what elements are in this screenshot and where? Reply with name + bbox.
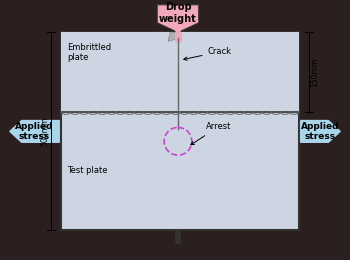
Text: Embrittled
plate: Embrittled plate: [67, 43, 111, 62]
Text: Applied
stress: Applied stress: [301, 122, 340, 141]
Text: Applied
stress: Applied stress: [15, 122, 54, 141]
Polygon shape: [157, 5, 199, 32]
Bar: [61, 32, 299, 112]
FancyArrow shape: [301, 121, 340, 142]
Text: Test plate: Test plate: [67, 166, 108, 176]
FancyArrow shape: [10, 121, 59, 142]
Text: 500mm: 500mm: [40, 117, 49, 146]
Text: Drop
weight: Drop weight: [159, 2, 197, 24]
Text: Crack: Crack: [184, 47, 232, 60]
Text: Arrest: Arrest: [191, 122, 231, 145]
Bar: [61, 32, 299, 230]
Text: 150mm: 150mm: [310, 57, 320, 87]
Polygon shape: [168, 32, 178, 41]
